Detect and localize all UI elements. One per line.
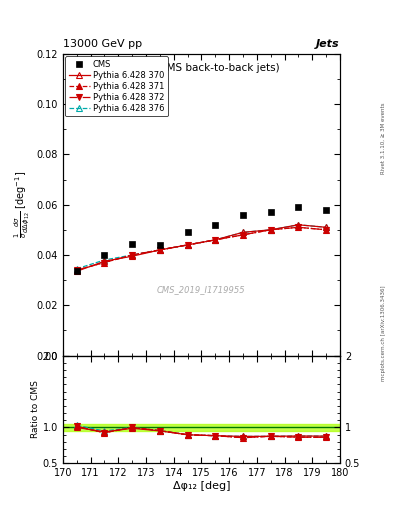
- Pythia 6.428 372: [102, 260, 107, 266]
- Pythia 6.428 371: [324, 227, 329, 233]
- Pythia 6.428 372: [185, 242, 190, 248]
- Pythia 6.428 371: [213, 237, 218, 243]
- Pythia 6.428 372: [74, 267, 79, 273]
- Pythia 6.428 371: [130, 252, 134, 258]
- Line: Pythia 6.428 370: Pythia 6.428 370: [74, 222, 329, 274]
- Pythia 6.428 371: [296, 224, 301, 230]
- Pythia 6.428 372: [213, 237, 218, 243]
- Pythia 6.428 372: [268, 227, 273, 233]
- CMS: [185, 229, 190, 236]
- Text: CMS_2019_I1719955: CMS_2019_I1719955: [157, 285, 246, 294]
- Pythia 6.428 371: [241, 232, 245, 238]
- Text: Rivet 3.1.10, ≥ 3M events: Rivet 3.1.10, ≥ 3M events: [381, 102, 386, 174]
- Pythia 6.428 376: [185, 242, 190, 248]
- Pythia 6.428 370: [324, 224, 329, 230]
- Pythia 6.428 370: [268, 227, 273, 233]
- Pythia 6.428 376: [324, 224, 329, 230]
- Pythia 6.428 370: [74, 268, 79, 274]
- Text: mcplots.cern.ch [arXiv:1306.3436]: mcplots.cern.ch [arXiv:1306.3436]: [381, 285, 386, 380]
- Line: Pythia 6.428 376: Pythia 6.428 376: [74, 222, 329, 271]
- Y-axis label: Ratio to CMS: Ratio to CMS: [31, 380, 40, 438]
- Legend: CMS, Pythia 6.428 370, Pythia 6.428 371, Pythia 6.428 372, Pythia 6.428 376: CMS, Pythia 6.428 370, Pythia 6.428 371,…: [65, 56, 168, 116]
- CMS: [158, 242, 162, 248]
- Pythia 6.428 376: [241, 229, 245, 236]
- Pythia 6.428 376: [213, 237, 218, 243]
- Pythia 6.428 372: [241, 232, 245, 238]
- Pythia 6.428 372: [296, 224, 301, 230]
- CMS: [130, 241, 134, 247]
- Pythia 6.428 370: [296, 222, 301, 228]
- Pythia 6.428 376: [74, 266, 79, 272]
- Pythia 6.428 370: [130, 253, 134, 259]
- X-axis label: Δφ₁₂ [deg]: Δφ₁₂ [deg]: [173, 481, 230, 491]
- Pythia 6.428 371: [185, 242, 190, 248]
- Pythia 6.428 370: [102, 258, 107, 264]
- Pythia 6.428 372: [158, 247, 162, 253]
- CMS: [102, 252, 107, 258]
- Pythia 6.428 370: [185, 242, 190, 248]
- Text: Δφ(jj) (CMS back-to-back jets): Δφ(jj) (CMS back-to-back jets): [124, 63, 279, 73]
- Pythia 6.428 372: [130, 252, 134, 258]
- Pythia 6.428 371: [74, 267, 79, 273]
- Pythia 6.428 376: [296, 222, 301, 228]
- CMS: [324, 207, 329, 213]
- Pythia 6.428 372: [324, 227, 329, 233]
- Pythia 6.428 376: [268, 227, 273, 233]
- CMS: [296, 204, 301, 210]
- Pythia 6.428 376: [130, 252, 134, 258]
- Text: Jets: Jets: [316, 38, 340, 49]
- CMS: [241, 211, 245, 218]
- Line: Pythia 6.428 372: Pythia 6.428 372: [74, 225, 329, 273]
- Line: CMS: CMS: [73, 204, 329, 274]
- Pythia 6.428 376: [158, 247, 162, 253]
- Pythia 6.428 370: [158, 247, 162, 253]
- Pythia 6.428 371: [158, 247, 162, 253]
- Pythia 6.428 370: [213, 237, 218, 243]
- Pythia 6.428 371: [268, 227, 273, 233]
- Bar: [63, 424, 340, 431]
- CMS: [213, 222, 218, 228]
- Line: Pythia 6.428 371: Pythia 6.428 371: [74, 225, 329, 273]
- CMS: [268, 209, 273, 215]
- Text: 13000 GeV pp: 13000 GeV pp: [63, 38, 142, 49]
- Pythia 6.428 371: [102, 260, 107, 266]
- CMS: [74, 268, 79, 274]
- Pythia 6.428 370: [241, 229, 245, 236]
- Pythia 6.428 376: [102, 257, 107, 263]
- Y-axis label: $\frac{1}{\sigma}\frac{d\sigma}{d\Delta\phi_{12}}$ [deg$^{-1}$]: $\frac{1}{\sigma}\frac{d\sigma}{d\Delta\…: [13, 171, 32, 239]
